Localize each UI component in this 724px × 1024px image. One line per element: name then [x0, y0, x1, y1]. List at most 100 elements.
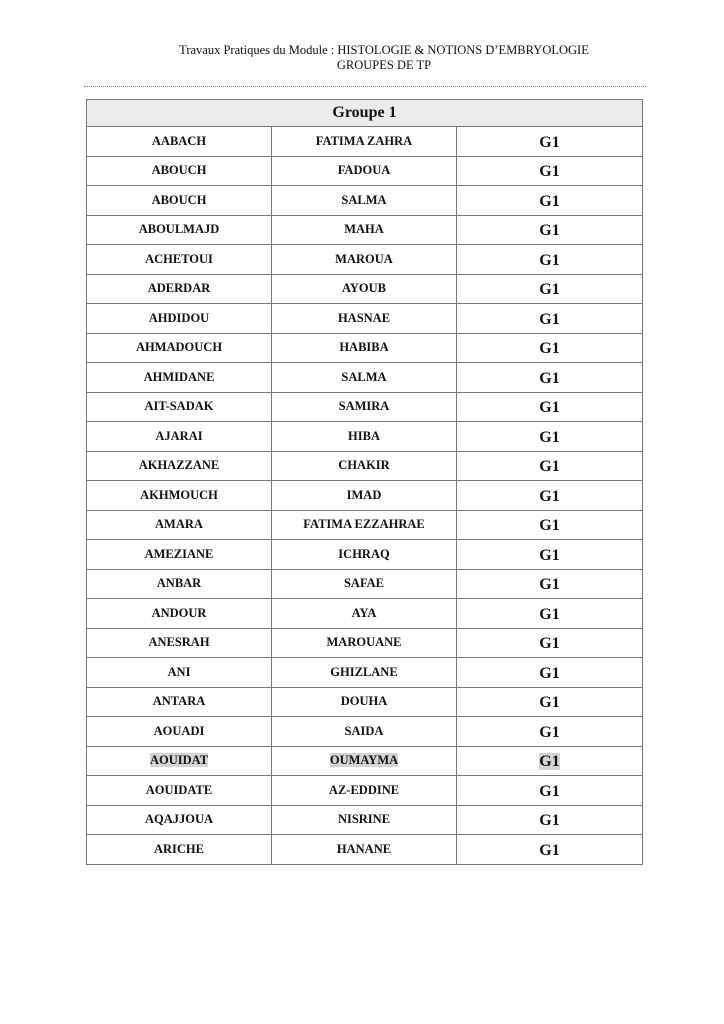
first-name-cell: FATIMA EZZAHRAE	[271, 509, 457, 540]
last-name-cell-text: ANBAR	[156, 576, 202, 591]
table-row: AHDIDOU HASNAE G1	[86, 303, 643, 334]
first-name-cell-text: MAROUANE	[326, 635, 402, 650]
table-row: AOUADI SAIDA G1	[86, 716, 643, 747]
first-name-cell: GHIZLANE	[271, 657, 457, 688]
group-cell: G1	[456, 391, 643, 422]
last-name-cell-text: ACHETOUI	[145, 251, 213, 266]
group-cell: G1	[456, 568, 643, 599]
group-cell-text: G1	[539, 281, 560, 299]
group-cell-text: G1	[539, 723, 560, 741]
first-name-cell: MAROUA	[271, 244, 457, 275]
last-name-cell-text: AHMADOUCH	[135, 340, 223, 355]
group-cell-text: G1	[539, 694, 560, 712]
document-subtitle: GROUPES DE TP	[336, 58, 432, 72]
group-cell-text: G1	[539, 133, 560, 151]
last-name-cell: AOUADI	[86, 716, 272, 747]
first-name-cell: SAFAE	[271, 568, 457, 599]
group-cell-text: G1	[539, 517, 560, 535]
last-name-cell: AHMIDANE	[86, 362, 272, 393]
page-header: Travaux Pratiques du Module : HISTOLOGIE…	[0, 43, 724, 73]
first-name-cell: HASNAE	[271, 303, 457, 334]
last-name-cell: ABOULMAJD	[86, 214, 272, 245]
first-name-cell: AYA	[271, 598, 457, 629]
first-name-cell: OUMAYMA	[271, 745, 457, 776]
table-row: AMARA FATIMA EZZAHRAE G1	[86, 509, 643, 540]
first-name-cell-text: OUMAYMA	[329, 753, 399, 768]
table-row: ANDOUR AYA G1	[86, 598, 643, 629]
last-name-cell: ARICHE	[86, 834, 272, 865]
group-cell: G1	[456, 657, 643, 688]
group-cell: G1	[456, 244, 643, 275]
first-name-cell: ICHRAQ	[271, 539, 457, 570]
table-row: AOUIDAT OUMAYMA G1	[86, 745, 643, 776]
first-name-cell-text: FATIMA EZZAHRAE	[303, 517, 425, 532]
group-cell: G1	[456, 509, 643, 540]
last-name-cell-text: AKHAZZANE	[138, 458, 220, 473]
first-name-cell-text: HASNAE	[337, 310, 391, 325]
table-row: ABOULMAJD MAHA G1	[86, 214, 643, 245]
last-name-cell: ADERDAR	[86, 273, 272, 304]
group-table: Groupe 1 AABACH FATIMA ZAHRA G1 ABOUCH FADOU…	[86, 99, 643, 865]
header-divider	[84, 86, 646, 87]
last-name-cell: ANTARA	[86, 686, 272, 717]
first-name-cell-text: SALMA	[341, 192, 387, 207]
first-name-cell-text: MAHA	[344, 222, 384, 237]
first-name-cell-text: FATIMA ZAHRA	[315, 133, 413, 148]
group-cell: G1	[456, 834, 643, 865]
last-name-cell-text: AOUADI	[153, 723, 205, 738]
group-cell-text: G1	[539, 192, 560, 210]
last-name-cell: ACHETOUI	[86, 244, 272, 275]
group-cell: G1	[456, 362, 643, 393]
first-name-cell: FADOUA	[271, 155, 457, 186]
first-name-cell-text: AZ-EDDINE	[328, 782, 400, 797]
last-name-cell-text: ANTARA	[152, 694, 206, 709]
last-name-cell: AMEZIANE	[86, 539, 272, 570]
table-row: ABOUCH SALMA G1	[86, 185, 643, 216]
first-name-cell: SALMA	[271, 185, 457, 216]
last-name-cell-text: AHDIDOU	[148, 310, 210, 325]
table-row: AABACH FATIMA ZAHRA G1	[86, 126, 643, 157]
last-name-cell: ABOUCH	[86, 185, 272, 216]
group-cell: G1	[456, 775, 643, 806]
first-name-cell: FATIMA ZAHRA	[271, 126, 457, 157]
group-cell-text: G1	[539, 458, 560, 476]
table-row: AJARAI HIBA G1	[86, 421, 643, 452]
group-cell: G1	[456, 155, 643, 186]
last-name-cell: ABOUCH	[86, 155, 272, 186]
first-name-cell-text: AYOUB	[342, 281, 386, 296]
last-name-cell: AQAJJOUA	[86, 804, 272, 835]
group-cell-text: G1	[539, 841, 560, 859]
first-name-cell: CHAKIR	[271, 450, 457, 481]
first-name-cell: AZ-EDDINE	[271, 775, 457, 806]
first-name-cell: NISRINE	[271, 804, 457, 835]
last-name-cell: ANI	[86, 657, 272, 688]
last-name-cell-text: ABOUCH	[151, 163, 207, 178]
table-row: ACHETOUI MAROUA G1	[86, 244, 643, 275]
group-cell-text: G1	[539, 487, 560, 505]
table-row: AQAJJOUA NISRINE G1	[86, 804, 643, 835]
group-cell: G1	[456, 480, 643, 511]
first-name-cell: HANANE	[271, 834, 457, 865]
group-cell: G1	[456, 450, 643, 481]
last-name-cell: ANDOUR	[86, 598, 272, 629]
module-title: Travaux Pratiques du Module : HISTOLOGIE…	[179, 43, 589, 57]
group-cell: G1	[456, 332, 643, 363]
group-cell: G1	[456, 214, 643, 245]
first-name-cell: MAROUANE	[271, 627, 457, 658]
first-name-cell-text: CHAKIR	[338, 458, 390, 473]
first-name-cell: HABIBA	[271, 332, 457, 363]
group-cell-text: G1	[539, 163, 560, 181]
first-name-cell: IMAD	[271, 480, 457, 511]
first-name-cell: HIBA	[271, 421, 457, 452]
last-name-cell-text: ARICHE	[153, 841, 204, 856]
table-row: AMEZIANE ICHRAQ G1	[86, 539, 643, 570]
table-row: ARICHE HANANE G1	[86, 834, 643, 865]
first-name-cell-text: DOUHA	[340, 694, 388, 709]
last-name-cell-text: ABOULMAJD	[138, 222, 220, 237]
group-cell-text: G1	[539, 310, 560, 328]
group-cell-text: G1	[539, 635, 560, 653]
last-name-cell-text: AOUIDAT	[149, 753, 209, 768]
group-cell-text: G1	[539, 576, 560, 594]
group-cell: G1	[456, 716, 643, 747]
last-name-cell-text: AIT-SADAK	[144, 399, 214, 414]
